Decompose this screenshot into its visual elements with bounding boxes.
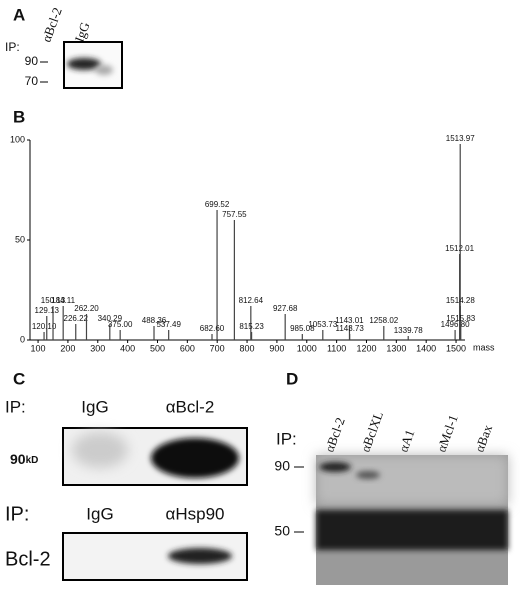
- peak-label: 129.13: [35, 306, 60, 315]
- x-tick-label: 1500: [446, 343, 466, 353]
- lane-label: αBcl-2: [166, 397, 215, 416]
- peak-label: 927.68: [273, 304, 298, 313]
- peak-label: 1514.28: [446, 296, 475, 305]
- lane-label: αBax: [472, 422, 496, 454]
- x-tick-label: 600: [180, 343, 195, 353]
- peak-label: 1143.01: [335, 316, 364, 325]
- ip-label: IP:: [276, 429, 297, 448]
- peak-label: 150.13: [41, 296, 66, 305]
- panel-label: A: [13, 5, 25, 24]
- peak-label: 682.60: [200, 324, 225, 333]
- spectrum: 0 50 100 100 200 300 400 500 600 700 800 900 1000 110…: [10, 134, 495, 353]
- panel-label: C: [13, 369, 25, 388]
- x-tick-label: 100: [31, 343, 46, 353]
- ip-label: IP:: [5, 503, 29, 525]
- marker-label: 90: [25, 54, 39, 68]
- peak-label: 226.22: [64, 314, 89, 323]
- peak-label: 985.08: [290, 324, 315, 333]
- peak-label: 1496.80: [441, 320, 470, 329]
- peak-label: 815.23: [239, 322, 264, 331]
- peak-label: 1515.83: [446, 314, 475, 323]
- blot: [62, 427, 248, 486]
- peak-label: 120.10: [32, 322, 57, 331]
- marker-unit: kD: [26, 455, 39, 466]
- lane-label: αMcl-1: [434, 413, 461, 454]
- peak-label: 1143.73: [336, 324, 365, 333]
- lane-label: IgG: [72, 20, 93, 44]
- peak-label: 699.52: [205, 200, 230, 209]
- y-tick-label: 0: [20, 334, 25, 344]
- peak-label: 340.29: [98, 314, 123, 323]
- peak-label: 1258.02: [369, 316, 398, 325]
- peak-label: 1053.73: [308, 320, 337, 329]
- lane-label: αA1: [396, 428, 418, 454]
- lane-label: IgG: [86, 504, 113, 523]
- panel-label: B: [13, 107, 25, 126]
- x-tick-label: 800: [240, 343, 255, 353]
- lane-label: αHsp90: [166, 504, 225, 523]
- x-tick-label: 200: [60, 343, 75, 353]
- lane-label: αBclXL: [358, 409, 387, 454]
- x-tick-label: 1300: [386, 343, 406, 353]
- lane-label: αBcl-2: [39, 5, 65, 44]
- row-label: Bcl-2: [5, 548, 51, 570]
- x-tick-label: 1100: [327, 343, 346, 353]
- x-tick-label: 1200: [356, 343, 376, 353]
- peak-label: 375.00: [108, 320, 133, 329]
- x-tick-label: 1400: [416, 343, 436, 353]
- ip-label: IP:: [5, 397, 26, 416]
- x-tick-label: 400: [120, 343, 135, 353]
- peak-label: 184.11: [51, 296, 75, 305]
- marker-label: 90kD: [10, 451, 38, 467]
- x-tick-label: 700: [210, 343, 225, 353]
- peak-label: 262.20: [74, 304, 99, 313]
- blot: [62, 532, 248, 581]
- x-tick-label: 1000: [297, 343, 317, 353]
- x-tick-label: 300: [90, 343, 105, 353]
- blot: [316, 455, 508, 585]
- marker-value: 90: [10, 451, 26, 467]
- x-tick-label: 900: [269, 343, 284, 353]
- y-tick-label: 50: [15, 234, 25, 244]
- x-tick-label: 500: [150, 343, 165, 353]
- peak-label: 1339.78: [394, 326, 423, 335]
- lane-label: αBcl-2: [322, 415, 348, 454]
- lane-label: IgG: [81, 397, 108, 416]
- peak-label: 757.55: [222, 210, 247, 219]
- peak-label: 488.36: [142, 316, 167, 325]
- y-tick-label: 100: [10, 134, 25, 144]
- marker-label: 90: [274, 458, 290, 474]
- marker-label: 50: [274, 523, 290, 539]
- ip-label: IP:: [5, 40, 20, 54]
- panel-label: D: [286, 369, 298, 388]
- peak-label: 537.49: [156, 320, 181, 329]
- peak-label: 812.64: [239, 296, 264, 305]
- blot: [63, 41, 123, 89]
- x-axis-label: mass: [473, 342, 495, 352]
- marker-label: 70: [25, 74, 39, 88]
- peak-label: 1513.97: [446, 134, 475, 143]
